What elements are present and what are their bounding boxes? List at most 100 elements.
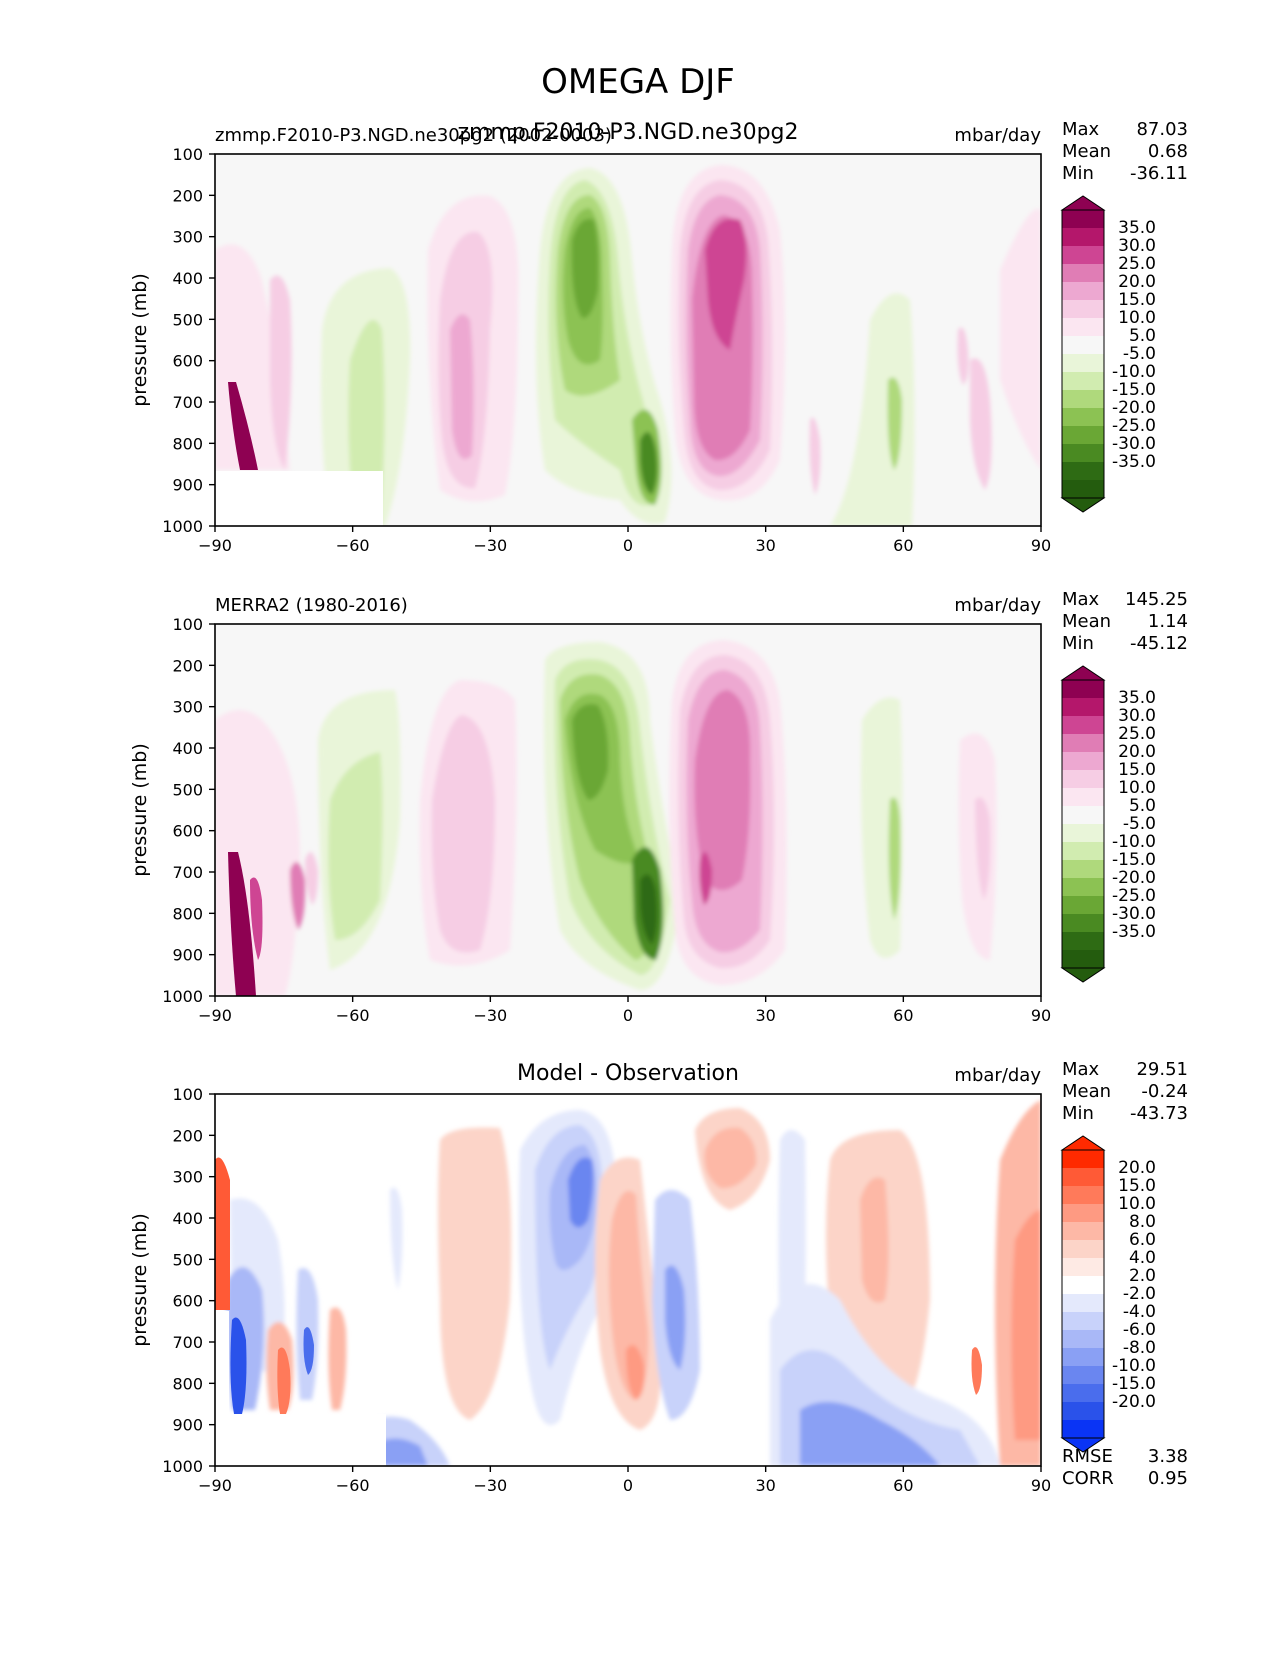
colorbar-segment — [1062, 354, 1104, 372]
stat-value: 1.14 — [1148, 611, 1188, 632]
colorbar-label: -20.0 — [1112, 398, 1156, 418]
colorbar-extend-max — [1060, 195, 1106, 211]
colorbar-segment — [1062, 1330, 1104, 1348]
x-tick-label: −90 — [198, 1006, 232, 1025]
x-tick-label: 90 — [1031, 1476, 1051, 1495]
y-tick-label: 400 — [172, 1209, 203, 1228]
colorbar-label: -10.0 — [1112, 362, 1156, 382]
stats: Max 145.25 Mean 1.14 Min -45.12 — [1062, 589, 1188, 654]
rmse-value: 3.38 — [1148, 1446, 1188, 1467]
colorbar-segment — [1062, 282, 1104, 300]
colorbar-segment — [1062, 716, 1104, 734]
colorbar-segment — [1062, 1258, 1104, 1276]
colorbar-label: -5.0 — [1123, 814, 1156, 834]
colorbar-label: 35.0 — [1118, 688, 1156, 708]
stat-label: Mean — [1062, 1081, 1111, 1102]
colorbar-label: -35.0 — [1112, 452, 1156, 472]
colorbar-segment — [1062, 210, 1104, 228]
y-tick-label: 100 — [172, 1085, 203, 1104]
contour-field — [215, 154, 1041, 526]
y-tick-label: 1000 — [162, 987, 203, 1006]
colorbar-segment — [1062, 1240, 1104, 1258]
colorbar-segment — [1062, 1366, 1104, 1384]
x-tick-label: 0 — [623, 1006, 633, 1025]
y-tick-label: 900 — [172, 1416, 203, 1435]
y-axis-label: pressure (mb) — [129, 273, 151, 407]
x-tick-label: −60 — [336, 1476, 370, 1495]
x-tick-label: 60 — [893, 1006, 913, 1025]
colorbar-label: 25.0 — [1118, 724, 1156, 744]
x-tick-label: −30 — [473, 536, 507, 555]
colorbar-label: -25.0 — [1112, 416, 1156, 436]
stat-value: 0.68 — [1148, 141, 1188, 162]
colorbar-segment — [1062, 698, 1104, 716]
colorbar-label: 30.0 — [1118, 236, 1156, 256]
colorbar-label: -35.0 — [1112, 922, 1156, 942]
x-tick-label: 60 — [893, 536, 913, 555]
figure-title: OMEGA DJF — [541, 62, 735, 102]
panel-observation: MERRA2 (1980-2016) mbar/day — [129, 589, 1188, 1025]
panel-left-title: MERRA2 (1980-2016) — [215, 595, 408, 616]
panel-units: mbar/day — [954, 1065, 1041, 1086]
stat-label: Max — [1062, 119, 1100, 140]
colorbar-segment — [1062, 480, 1104, 498]
colorbar-segment — [1062, 914, 1104, 932]
colorbar-label: 20.0 — [1118, 742, 1156, 762]
stat-value: -43.73 — [1130, 1103, 1188, 1124]
colorbar-segment — [1062, 1222, 1104, 1240]
y-tick-label: 300 — [172, 1168, 203, 1187]
stats: Max 87.03 Mean 0.68 Min -36.11 — [1062, 119, 1188, 184]
colorbar-segment — [1062, 932, 1104, 950]
y-tick-label: 600 — [172, 1292, 203, 1311]
y-tick-label: 500 — [172, 780, 203, 799]
x-tick-label: 0 — [623, 1476, 633, 1495]
stat-value: 145.25 — [1125, 589, 1188, 610]
colorbar-extend-max — [1060, 665, 1106, 681]
colorbar-label: 15.0 — [1118, 290, 1156, 310]
y-axis-label: pressure (mb) — [129, 743, 151, 877]
colorbar-segment — [1062, 1168, 1104, 1186]
colorbar-frame — [1061, 679, 1105, 969]
colorbar-label: -30.0 — [1112, 904, 1156, 924]
x-tick-label: −60 — [336, 1006, 370, 1025]
x-tick-label: 90 — [1031, 536, 1051, 555]
colorbar-label: 20.0 — [1118, 272, 1156, 292]
y-tick-label: 900 — [172, 476, 203, 495]
colorbar-label: 2.0 — [1129, 1266, 1156, 1286]
rmse-label: RMSE — [1062, 1446, 1113, 1467]
colorbar-label: 10.0 — [1118, 1194, 1156, 1214]
stat-value: -36.11 — [1130, 163, 1188, 184]
y-tick-label: 200 — [172, 1126, 203, 1145]
y-tick-label: 700 — [172, 393, 203, 412]
contour-field — [215, 624, 1041, 996]
colorbar-label: 5.0 — [1129, 796, 1156, 816]
colorbar: 35.030.025.020.015.010.05.0-5.0-10.0-15.… — [1060, 195, 1156, 513]
panel-units: mbar/day — [954, 595, 1041, 616]
colorbar: 35.030.025.020.015.010.05.0-5.0-10.0-15.… — [1060, 665, 1156, 983]
colorbar-segment — [1062, 1402, 1104, 1420]
colorbar-label: -4.0 — [1123, 1302, 1156, 1322]
x-tick-label: −30 — [473, 1476, 507, 1495]
colorbar-segment — [1062, 444, 1104, 462]
colorbar-label: 35.0 — [1118, 218, 1156, 238]
y-tick-label: 300 — [172, 228, 203, 247]
y-tick-label: 600 — [172, 822, 203, 841]
colorbar-label: 8.0 — [1129, 1212, 1156, 1232]
colorbar-segment — [1062, 806, 1104, 824]
x-tick-label: −30 — [473, 1006, 507, 1025]
colorbar-segment — [1062, 462, 1104, 480]
panel-left-title: zmmp.F2010-P3.NGD.ne30pg2 (2002-0003) — [215, 125, 612, 146]
corr-label: CORR — [1062, 1468, 1114, 1489]
stat-label: Max — [1062, 1059, 1100, 1080]
colorbar-label: -20.0 — [1112, 1392, 1156, 1412]
colorbar-segment — [1062, 264, 1104, 282]
y-tick-label: 400 — [172, 269, 203, 288]
stat-value: 87.03 — [1136, 119, 1188, 140]
y-tick-label: 200 — [172, 186, 203, 205]
x-tick-label: −90 — [198, 1476, 232, 1495]
stats: Max 29.51 Mean -0.24 Min -43.73 — [1062, 1059, 1188, 1124]
x-tick-label: 30 — [755, 1006, 775, 1025]
stat-label: Max — [1062, 589, 1100, 610]
colorbar-segment — [1062, 788, 1104, 806]
